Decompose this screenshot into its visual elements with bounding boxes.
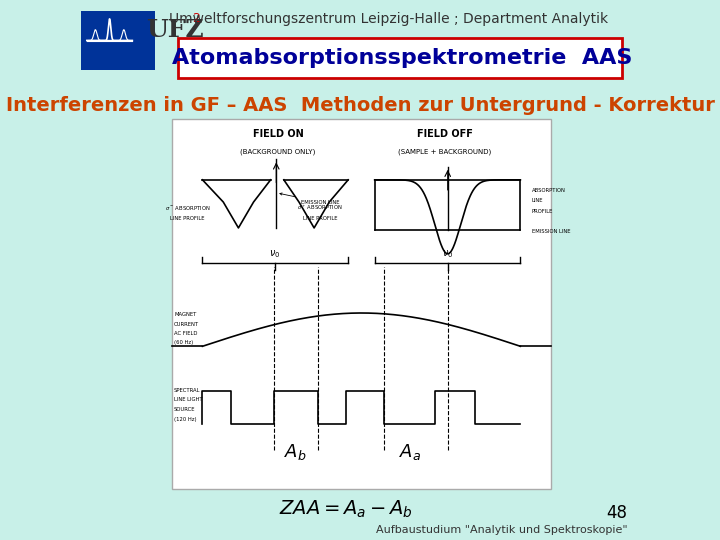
Text: Interferenzen in GF – AAS  Methoden zur Untergrund - Korrektur: Interferenzen in GF – AAS Methoden zur U…	[6, 96, 714, 115]
Text: PROFILE: PROFILE	[532, 209, 553, 214]
Text: $\sigma^-$ ABSORPTION: $\sigma^-$ ABSORPTION	[164, 204, 210, 212]
Text: CURRENT: CURRENT	[174, 322, 199, 327]
Text: EMISSION LINE: EMISSION LINE	[532, 229, 570, 234]
Text: ABSORPTION: ABSORPTION	[532, 188, 566, 193]
Text: EMISSION LINE: EMISSION LINE	[280, 193, 339, 205]
Text: 2: 2	[192, 12, 200, 25]
Text: Umweltforschungszentrum Leipzig-Halle ; Department Analytik: Umweltforschungszentrum Leipzig-Halle ; …	[169, 12, 608, 26]
Text: FIELD OFF: FIELD OFF	[417, 130, 472, 139]
FancyBboxPatch shape	[81, 11, 155, 70]
FancyBboxPatch shape	[172, 119, 551, 489]
Text: (60 Hz): (60 Hz)	[174, 340, 194, 345]
Text: (120 Hz): (120 Hz)	[174, 417, 197, 422]
Text: $\sigma^+$ ABSORPTION: $\sigma^+$ ABSORPTION	[297, 203, 343, 212]
Text: SOURCE: SOURCE	[174, 407, 196, 411]
Text: UFZ: UFZ	[146, 18, 204, 42]
Text: $ZAA = A_a - A_b$: $ZAA = A_a - A_b$	[279, 498, 413, 519]
Text: (SAMPLE + BACKGROUND): (SAMPLE + BACKGROUND)	[398, 148, 491, 154]
Text: LINE: LINE	[532, 198, 543, 204]
Text: LINE PROFILE: LINE PROFILE	[170, 216, 204, 221]
Text: $\nu_0$: $\nu_0$	[442, 248, 454, 260]
Text: MAGNET: MAGNET	[174, 312, 197, 318]
Text: $A_b$: $A_b$	[284, 442, 307, 462]
FancyBboxPatch shape	[178, 38, 622, 78]
Text: Atomabsorptionsspektrometrie  AAS: Atomabsorptionsspektrometrie AAS	[173, 48, 633, 68]
Text: $\nu_0$: $\nu_0$	[269, 248, 280, 260]
Text: 48: 48	[606, 504, 628, 522]
Text: AC FIELD: AC FIELD	[174, 331, 197, 336]
Text: LINE PROFILE: LINE PROFILE	[302, 216, 337, 221]
Text: LINE LIGHT: LINE LIGHT	[174, 397, 203, 402]
Text: Aufbaustudium "Analytik und Spektroskopie": Aufbaustudium "Analytik und Spektroskopi…	[376, 525, 628, 535]
Text: FIELD ON: FIELD ON	[253, 130, 304, 139]
Text: (BACKGROUND ONLY): (BACKGROUND ONLY)	[240, 148, 316, 154]
Text: SPECTRAL: SPECTRAL	[174, 388, 201, 393]
Text: $A_a$: $A_a$	[399, 442, 421, 462]
